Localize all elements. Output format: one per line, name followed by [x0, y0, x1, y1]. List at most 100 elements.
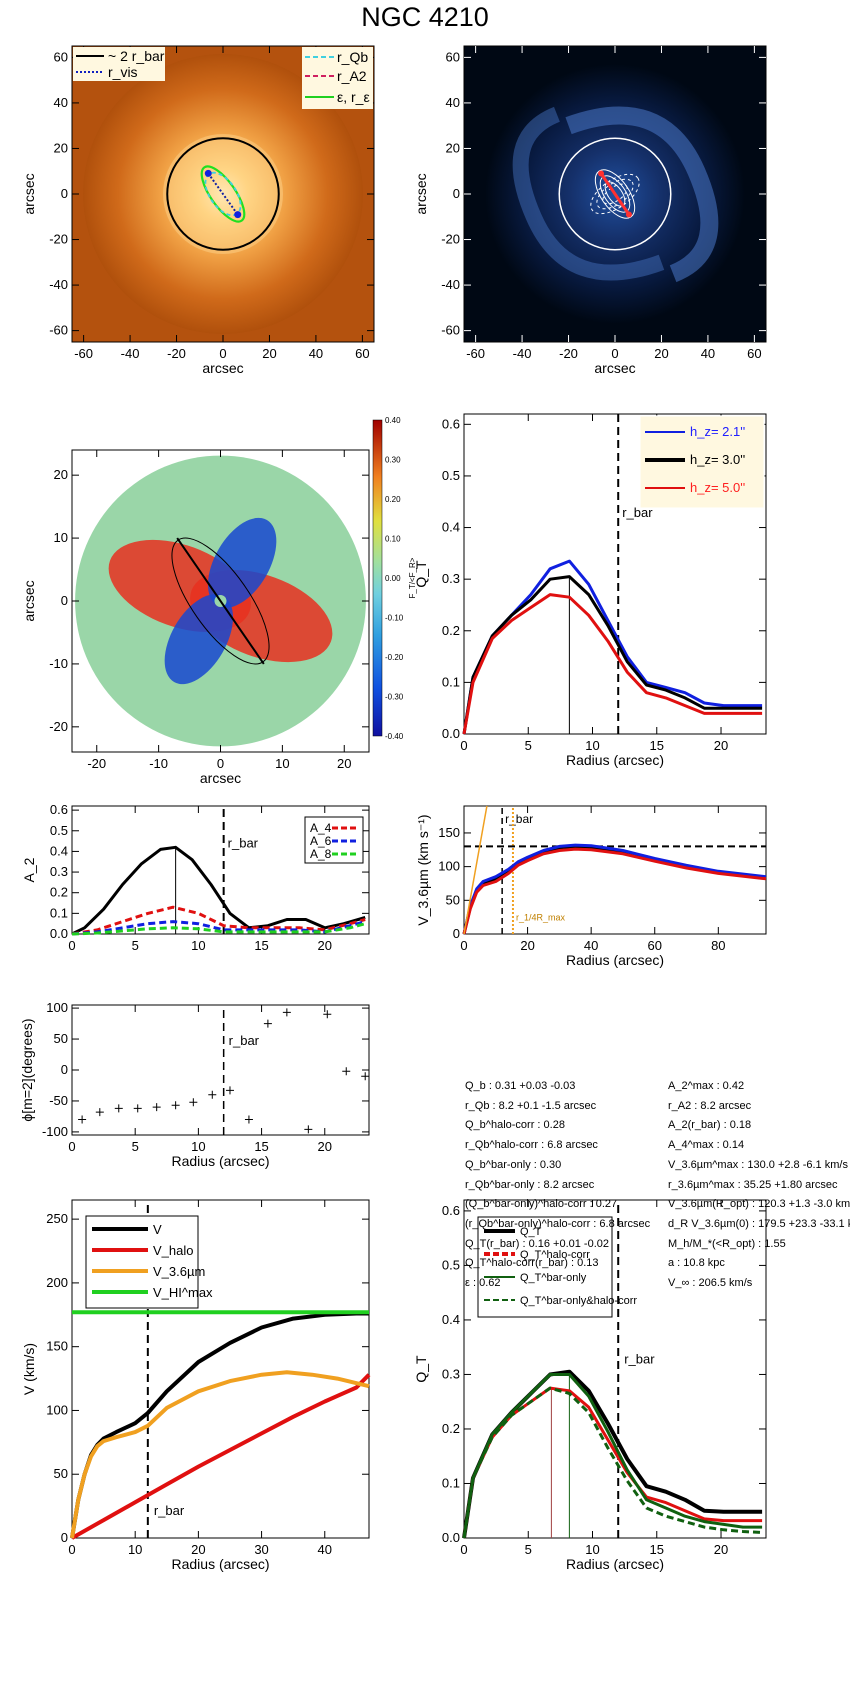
- legend-label: h_z= 3.0'': [690, 452, 745, 467]
- y-tick-label: 0.2: [50, 885, 68, 900]
- x-tick-label: 20: [337, 756, 351, 771]
- y-tick-label: 150: [438, 825, 460, 840]
- y-tick-label: -60: [49, 323, 68, 338]
- y-tick-label: 0.6: [442, 1203, 460, 1218]
- x-tick-label: 5: [525, 738, 532, 753]
- stats-right-line: a : 10.8 kpc: [668, 1257, 725, 1270]
- x-axis-label: arcsec: [594, 360, 635, 376]
- x-tick-label: 20: [191, 1542, 205, 1557]
- y-axis-label: ϕ[m=2](degrees): [19, 1018, 35, 1121]
- force-lobe: [164, 594, 234, 685]
- x-tick-label: 5: [132, 1139, 139, 1154]
- x-tick-label: 15: [254, 938, 268, 953]
- stats-left-line: (Q_b^bar-only)^halo-corr : 0.27: [465, 1198, 618, 1211]
- stats-right-line: V_∞ : 206.5 km/s: [668, 1277, 753, 1290]
- x-tick-label: 80: [711, 938, 725, 953]
- legend-label: Q_T^bar-only: [520, 1272, 587, 1284]
- rvis-line: [207, 172, 239, 216]
- legend-box: [477, 1216, 613, 1318]
- y-tick-label: 0.3: [50, 864, 68, 879]
- scatter-point: [133, 1104, 142, 1113]
- y-tick-label: 100: [46, 1402, 68, 1417]
- rbar-label: r_bar: [622, 505, 653, 520]
- legend-label: A_8: [310, 847, 332, 861]
- y-tick-label: 60: [446, 49, 460, 64]
- x-tick-label: 20: [318, 1139, 332, 1154]
- stats-right-line: r_A2 : 8.2 arcsec: [668, 1099, 752, 1112]
- colorbar-tick-label: 0.30: [385, 456, 401, 465]
- x-axis-label: Radius (arcsec): [566, 752, 664, 768]
- force-lobe: [207, 517, 277, 608]
- y-tick-label: 0.5: [442, 468, 460, 483]
- spiral-arm: [565, 106, 719, 283]
- y-tick-label: 200: [46, 1275, 68, 1290]
- y-tick-label: 40: [446, 95, 460, 110]
- figure-title: NGC 4210: [361, 2, 489, 32]
- stats-right-block: A_2^max : 0.42 r_A2 : 8.2 arcsec A_2(r_b…: [668, 1077, 850, 1294]
- stats-left-line: r_Qb^bar-only : 8.2 arcsec: [465, 1178, 595, 1191]
- colorbar-tick-label: 0.40: [385, 416, 401, 425]
- x-tick-label: 0: [460, 1542, 467, 1557]
- series-line: [462, 1386, 763, 1539]
- legend-left-box: [73, 47, 165, 81]
- x-tick-label: 20: [654, 346, 668, 361]
- y-tick-label: -40: [49, 277, 68, 292]
- x-tick-label: 60: [648, 938, 662, 953]
- x-tick-label: 60: [747, 346, 761, 361]
- y-tick-label: 20: [54, 140, 68, 155]
- x-tick-label: -20: [559, 346, 578, 361]
- y-tick-label: -20: [49, 232, 68, 247]
- series-line: [70, 1370, 370, 1539]
- colorbar-tick-label: -0.40: [385, 732, 404, 741]
- y-tick-label: 0.6: [442, 416, 460, 431]
- y-tick-label: 0: [61, 186, 68, 201]
- spiral-arm: [512, 106, 665, 281]
- bar-end-marker: [598, 170, 605, 177]
- y-tick-label: 100: [438, 859, 460, 874]
- legend-label: V: [153, 1222, 162, 1237]
- x-tick-label: 0: [68, 1139, 75, 1154]
- x-tick-label: 0: [460, 938, 467, 953]
- y-tick-label: -20: [441, 232, 460, 247]
- y-tick-label: 50: [54, 1466, 68, 1481]
- y-tick-label: 0: [61, 1062, 68, 1077]
- y-tick-label: -60: [441, 323, 460, 338]
- plot-frame: [71, 805, 370, 935]
- bar-line: [599, 172, 631, 216]
- rbar-label: r_bar: [154, 1503, 185, 1518]
- rbar-label: r_bar: [229, 1033, 260, 1048]
- y-tick-label: 100: [46, 1000, 68, 1015]
- y-tick-label: 0.1: [442, 674, 460, 689]
- x-tick-label: 10: [585, 1542, 599, 1557]
- legend-label: A_4: [310, 821, 332, 835]
- y-axis-label: Q_T: [413, 1355, 429, 1383]
- stats-right-line: V_3.6µm(R_opt) : 120.3 +1.3 -3.0 km/s: [668, 1198, 850, 1211]
- x-axis-label: arcsec: [202, 360, 243, 376]
- legend-label: Q_T^bar-only&halo-corr: [520, 1295, 637, 1307]
- scatter-point: [189, 1098, 198, 1107]
- bar-line: [176, 537, 265, 665]
- legend-label: Q_T^halo-corr: [520, 1249, 590, 1261]
- series-line: [71, 1373, 371, 1540]
- y-tick-label: 0.4: [442, 1312, 460, 1327]
- x-tick-label: 60: [355, 346, 369, 361]
- stats-left-block: Q_b : 0.31 +0.03 -0.03 r_Qb : 8.2 +0.1 -…: [465, 1077, 650, 1294]
- legend-label: r_vis: [108, 64, 138, 80]
- y-axis-label: arcsec: [21, 580, 37, 621]
- y-axis-label: A_2: [21, 857, 37, 882]
- scatter-point: [78, 1115, 87, 1124]
- series-line: [462, 1373, 763, 1539]
- contour: [590, 173, 640, 215]
- y-tick-label: 0.6: [50, 802, 68, 817]
- colorbar-tick-label: -0.30: [385, 693, 404, 702]
- x-tick-label: 10: [128, 1542, 142, 1557]
- x-tick-label: 40: [584, 938, 598, 953]
- legend-label: h_z= 5.0'': [690, 480, 745, 495]
- y-tick-label: -40: [441, 277, 460, 292]
- x-axis-label: Radius (arcsec): [171, 1556, 269, 1572]
- y-tick-label: 60: [54, 49, 68, 64]
- colorbar: [372, 419, 383, 737]
- y-axis-label: V (km/s): [21, 1343, 37, 1395]
- series-line: [462, 844, 767, 935]
- bar-end-marker: [234, 211, 242, 219]
